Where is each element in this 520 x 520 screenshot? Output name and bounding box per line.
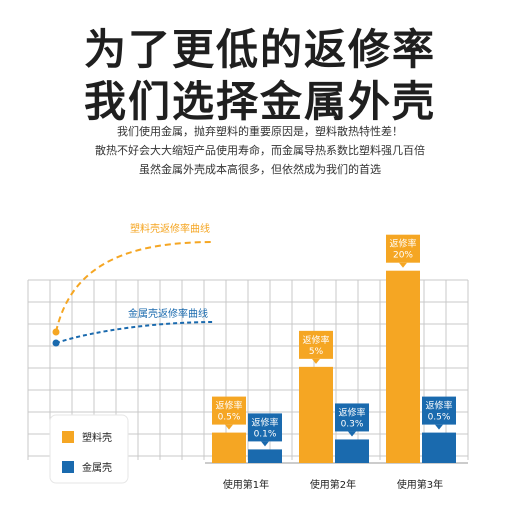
- bar-plastic-3: [386, 270, 420, 463]
- page-title-line-2: 我们选择金属外壳: [83, 77, 436, 126]
- data-label-pointer: [435, 424, 443, 430]
- data-label-box: [299, 330, 333, 359]
- data-label-box: [335, 403, 369, 432]
- metal-trend-curve: [55, 321, 215, 344]
- x-tick-label-1: 使用第1年: [223, 478, 269, 491]
- data-label-text: 20%: [393, 251, 413, 261]
- description-line-2: 散热不好会大大缩短产品使用寿命，而金属导热系数比塑料强几百倍: [95, 144, 425, 157]
- plastic-trend-start-dot: [52, 328, 60, 336]
- data-label-pointer: [261, 441, 269, 447]
- x-tick-label-3: 使用第3年: [397, 478, 443, 491]
- metal-trend-start-dot: [52, 339, 60, 347]
- legend-swatch-1: [62, 431, 74, 443]
- data-label-pointer: [312, 358, 320, 364]
- data-label-box: [248, 413, 282, 442]
- data-label-pointer: [399, 262, 407, 268]
- data-label-text: 返修率: [425, 400, 452, 412]
- description-line-1: 我们使用金属，抛弃塑料的重要原因是，塑料散热特性差！: [117, 125, 403, 138]
- data-label-text: 返修率: [215, 400, 242, 412]
- data-label-box: [386, 234, 420, 263]
- repair-rate-chart: 返修率0.5%返修率5%返修率20%返修率0.1%返修率0.3%返修率0.5%使…: [27, 222, 469, 491]
- bar-plastic-1: [212, 432, 246, 463]
- data-label-text: 0.1%: [254, 429, 277, 439]
- bar-metal-1: [248, 449, 282, 463]
- plastic-trend-curve: [55, 241, 215, 333]
- data-label-pointer: [348, 431, 356, 437]
- legend-label-1: 塑料壳: [82, 431, 112, 444]
- data-label-text: 5%: [309, 347, 324, 357]
- data-label-text: 返修率: [302, 334, 329, 346]
- bar-plastic-2: [299, 366, 333, 463]
- data-label-text: 0.5%: [218, 413, 241, 423]
- data-label-text: 0.3%: [341, 419, 364, 429]
- metal-curve-annotation: 金属壳返修率曲线: [128, 307, 208, 320]
- data-label-box: [422, 396, 456, 425]
- plastic-curve-annotation: 塑料壳返修率曲线: [130, 222, 210, 235]
- bar-metal-2: [335, 439, 369, 463]
- legend-label-2: 金属壳: [82, 461, 112, 474]
- data-label-box: [212, 396, 246, 425]
- x-tick-label-2: 使用第2年: [310, 478, 356, 491]
- data-label-text: 返修率: [389, 238, 416, 250]
- page-title-line-1: 为了更低的返修率: [83, 25, 436, 74]
- data-label-text: 返修率: [338, 406, 365, 418]
- data-label-text: 0.5%: [428, 413, 451, 423]
- bar-metal-3: [422, 432, 456, 463]
- description-line-3: 虽然金属外壳成本高很多，但依然成为我们的首选: [139, 163, 381, 176]
- data-label-pointer: [225, 424, 233, 430]
- data-label-text: 返修率: [251, 416, 278, 428]
- legend-swatch-2: [62, 461, 74, 473]
